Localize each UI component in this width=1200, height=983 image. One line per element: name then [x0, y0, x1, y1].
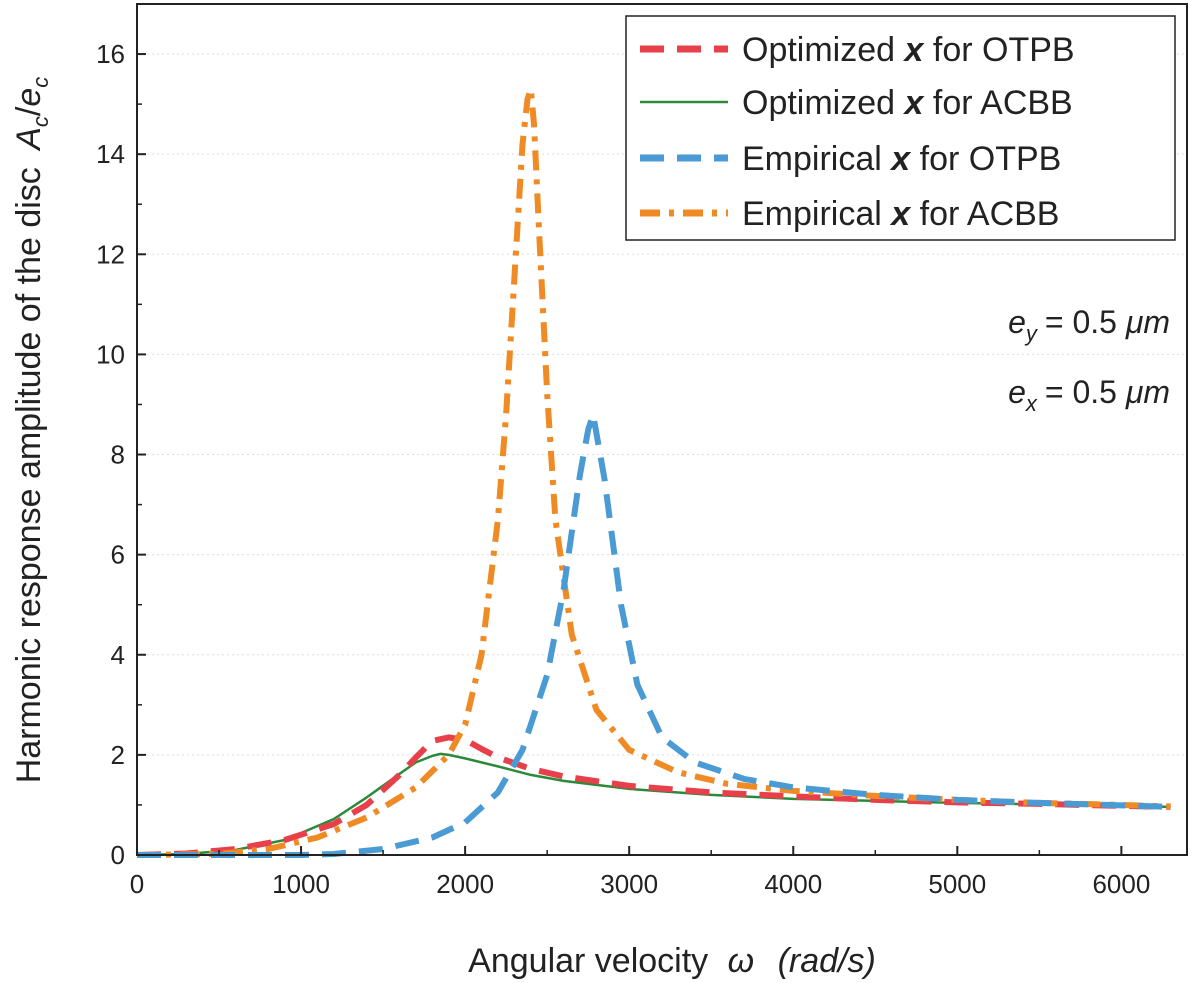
y-tick-label: 12 [96, 239, 125, 269]
x-tick-label: 0 [130, 869, 144, 899]
y-axis-symbol-num: A [10, 127, 48, 152]
y-tick-label: 8 [111, 440, 125, 470]
legend: Optimized x for OTPB Optimized x for ACB… [625, 15, 1176, 241]
y-axis-title: Harmonic response amplitude of the disc … [10, 77, 53, 784]
legend-box [625, 15, 1176, 241]
x-axis-symbol: ω [728, 942, 754, 980]
y-tick-label: 14 [96, 139, 125, 169]
y-axis-sub-num: c [28, 116, 53, 127]
x-tick-label: 4000 [764, 869, 822, 899]
x-tick-label: 6000 [1092, 869, 1150, 899]
plot-frame [136, 3, 1188, 856]
x-axis-unit: (rad/s) [778, 942, 876, 980]
x-axis-label: Angular velocity [468, 942, 708, 980]
series-line-3 [137, 411, 1171, 858]
annotation-ex: ex = 0.5 μm [1008, 374, 1170, 416]
series-layer [136, 86, 1171, 858]
tick-layer: 0 2 4 6 8 10 12 14 16 0 1000 2000 3000 4000 5000 6000 [96, 39, 1150, 899]
x-axis-title: Angular velocity ω (rad/s) [468, 942, 876, 980]
y-tick-label: 4 [111, 640, 125, 670]
y-axis-sub-den: c [28, 77, 53, 88]
y-tick-label: 6 [111, 540, 125, 570]
y-axis-label: Harmonic response amplitude of the disc [10, 167, 48, 783]
legend-label-3: Empirical x for OTPB [742, 140, 1061, 178]
y-tick-label: 0 [111, 840, 125, 870]
x-tick-label: 5000 [928, 869, 986, 899]
x-tick-label: 3000 [600, 869, 658, 899]
y-tick-label: 16 [96, 39, 125, 69]
x-tick-label: 1000 [272, 869, 330, 899]
series-line-1 [136, 734, 1171, 858]
y-tick-label: 2 [111, 740, 125, 770]
legend-label-2: Optimized x for ACBB [742, 84, 1073, 122]
series-line-2 [136, 752, 1171, 857]
legend-label-4: Empirical x for ACBB [742, 195, 1059, 233]
y-axis-slash: / [10, 106, 48, 116]
annotation-ey: ey = 0.5 μm [1008, 304, 1170, 346]
legend-label-1: Optimized x for OTPB [742, 31, 1075, 69]
y-tick-label: 10 [96, 339, 125, 369]
x-tick-label: 2000 [436, 869, 494, 899]
y-axis-symbol-den: e [10, 88, 48, 107]
